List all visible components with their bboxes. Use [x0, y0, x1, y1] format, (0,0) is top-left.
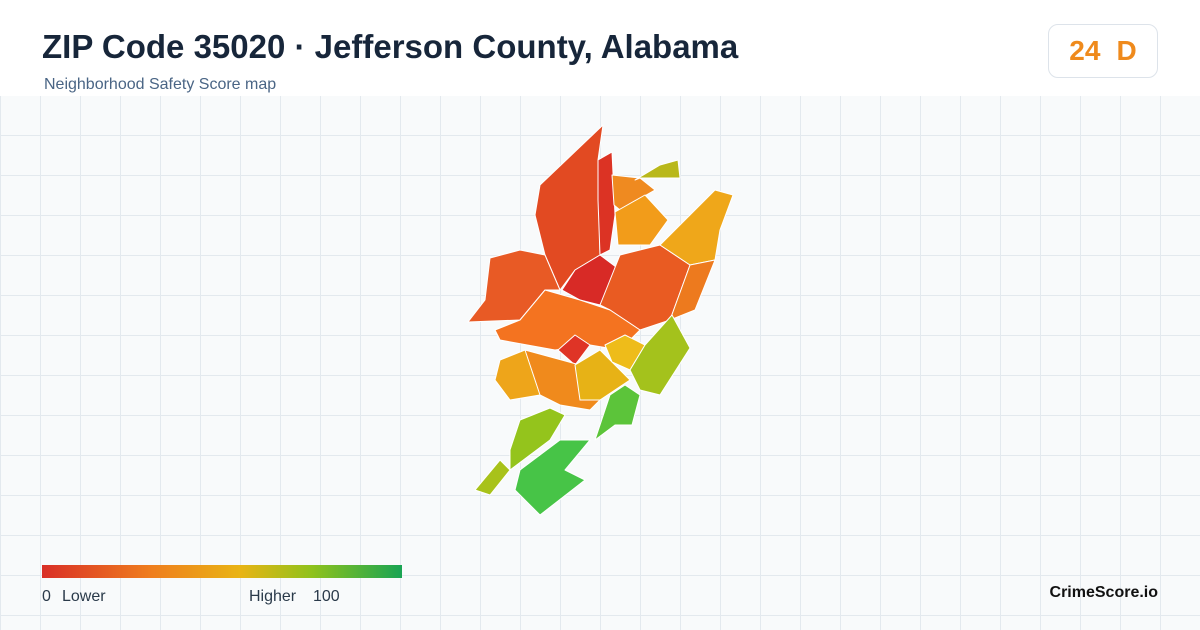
brand: CrimeScore.io [1049, 584, 1158, 601]
area [634, 159, 681, 181]
area [597, 151, 616, 256]
title: ZIP Code 35020 · Jefferson County, Alaba… [42, 28, 739, 65]
score-value: 24 [1069, 35, 1101, 66]
area [557, 334, 591, 366]
legend-min-label: Lower [62, 588, 106, 605]
legend-max: 100 [313, 588, 340, 605]
subtitle: Neighborhood Safety Score map [44, 76, 277, 93]
legend-max-label: Higher [249, 588, 297, 605]
legend-gradient [42, 565, 402, 578]
area [614, 194, 669, 246]
area [629, 314, 691, 396]
score-badge: 24 D [1048, 24, 1158, 78]
area [474, 459, 511, 496]
legend-min: 0 [42, 588, 51, 605]
neighborhoods [467, 124, 734, 516]
area [574, 349, 631, 401]
area [669, 259, 716, 321]
area [509, 407, 566, 471]
area [514, 439, 591, 516]
area [594, 384, 641, 441]
score-grade: D [1116, 35, 1137, 66]
